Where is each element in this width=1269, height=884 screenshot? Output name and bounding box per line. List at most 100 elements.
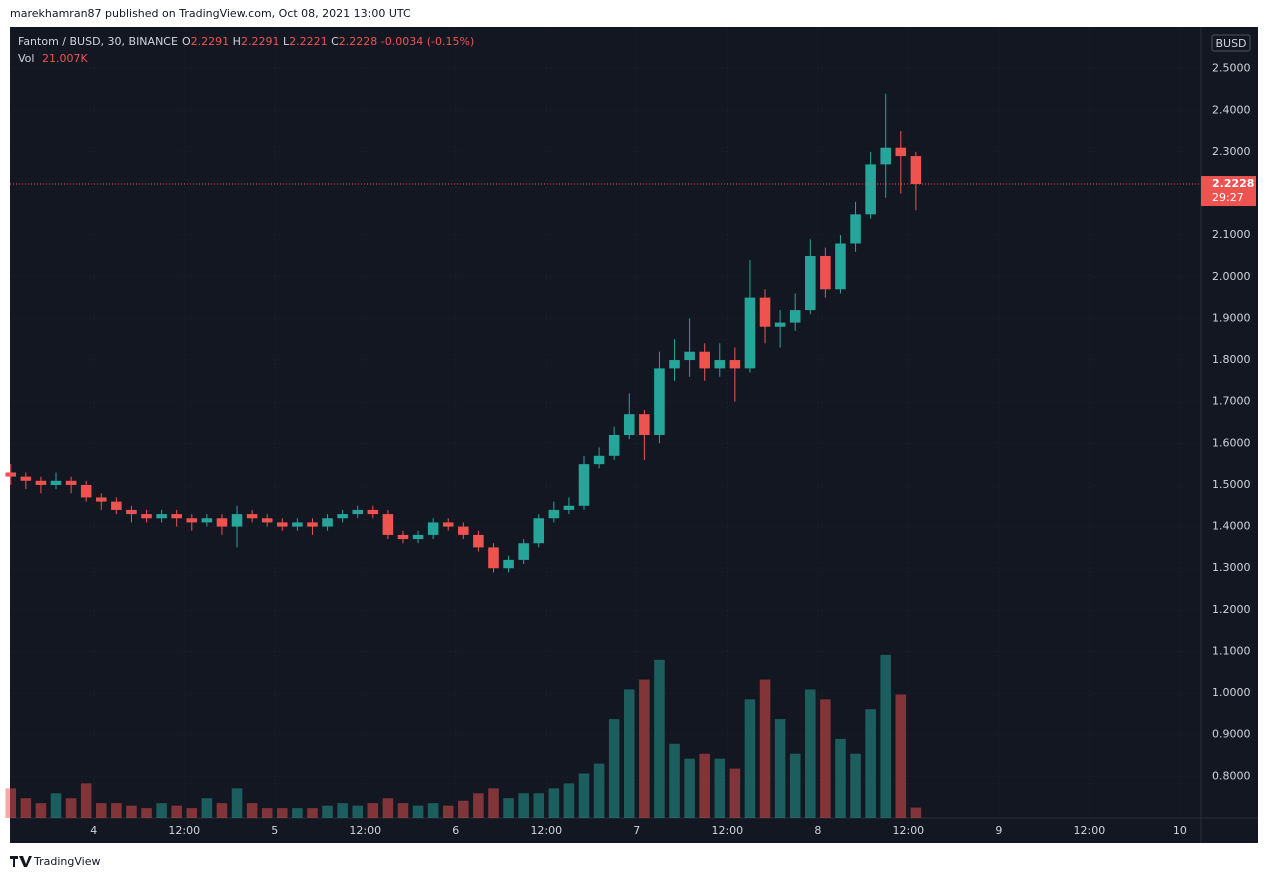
legend-change: -0.0034: [381, 35, 423, 48]
x-tick-label: 12:00: [349, 824, 381, 837]
volume-bar: [473, 793, 484, 818]
y-tick-label: 2.1000: [1212, 228, 1251, 241]
volume-bar: [292, 808, 303, 818]
x-tick-label: 9: [995, 824, 1002, 837]
volume-bar: [774, 719, 786, 818]
y-tick-label: 1.2000: [1212, 603, 1251, 616]
y-tick-label: 2.0000: [1212, 270, 1251, 283]
volume-bar: [367, 803, 379, 818]
candle-body: [50, 480, 62, 485]
volume-bar: [744, 699, 756, 818]
candle-body: [744, 297, 756, 369]
volume-bar: [608, 719, 620, 818]
candle-body: [246, 514, 258, 519]
candle-body: [20, 476, 32, 481]
candle-body: [820, 255, 831, 290]
volume-bar: [880, 654, 891, 818]
candle-body: [201, 518, 213, 523]
candle-body: [533, 518, 545, 544]
volume-value: 21.007K: [42, 52, 88, 65]
x-tick-label: 12:00: [1074, 824, 1106, 837]
volume-bar: [141, 808, 152, 818]
x-tick-label: 12:00: [892, 824, 924, 837]
volume-bar: [337, 803, 348, 818]
ohlc-legend: O2.2291 H2.2291 L2.2221 C2.2228 -0.0034 …: [182, 35, 474, 48]
volume-bar: [216, 803, 228, 818]
candle-body: [774, 322, 786, 327]
volume-bar: [714, 758, 726, 818]
x-tick-label: 4: [90, 824, 97, 837]
y-tick-label: 2.5000: [1212, 62, 1251, 75]
legend-value: 2.2228: [339, 35, 378, 48]
legend-value: 2.2291: [241, 35, 280, 48]
volume-bar: [865, 709, 876, 818]
volume-bar: [65, 798, 77, 818]
y-tick-label: 1.4000: [1212, 520, 1251, 533]
candle-body: [367, 509, 379, 515]
candle-body: [397, 534, 409, 540]
y-tick-label: 1.5000: [1212, 478, 1251, 491]
candle-body: [80, 484, 92, 498]
candle-body: [789, 310, 801, 323]
candle-body: [427, 522, 439, 535]
volume-bar: [789, 753, 801, 818]
candle-body: [352, 509, 364, 515]
brand: TradingView: [33, 855, 100, 868]
candle-body: [548, 509, 560, 519]
candle-body: [337, 514, 348, 519]
volume-bar: [729, 768, 741, 818]
candle-body: [850, 214, 861, 244]
candle-body: [186, 518, 198, 523]
volume-bar: [578, 773, 590, 818]
volume-bar: [427, 803, 439, 818]
x-tick-label: 12:00: [168, 824, 200, 837]
volume-bar: [231, 788, 243, 818]
x-tick-label: 12:00: [711, 824, 743, 837]
y-tick-label: 1.7000: [1212, 395, 1251, 408]
candle-body: [503, 559, 514, 569]
legend-key: O: [182, 35, 191, 48]
candle-body: [578, 464, 590, 506]
brand-logo: [10, 856, 32, 867]
candle-body: [458, 526, 469, 535]
x-tick-label: 12:00: [530, 824, 562, 837]
candle-body: [442, 522, 454, 527]
volume-bar: [382, 798, 394, 818]
candle-body: [473, 534, 484, 548]
volume-bar: [95, 803, 107, 818]
candle-body: [880, 147, 891, 165]
volume-bar: [186, 808, 198, 818]
candle-body: [593, 455, 605, 465]
candle-body: [623, 414, 635, 435]
volume-bar: [126, 805, 137, 818]
volume-bar: [563, 783, 575, 818]
candle-body: [261, 518, 273, 523]
y-tick-label: 0.9000: [1212, 728, 1251, 741]
candle-body: [126, 509, 137, 515]
candle-body: [35, 480, 47, 485]
candle-body: [518, 543, 529, 560]
candle-body: [729, 360, 741, 369]
volume-bar: [397, 803, 409, 818]
candle-body: [669, 360, 680, 369]
y-tick-label: 2.3000: [1212, 145, 1251, 158]
volume-bar: [171, 805, 182, 818]
candle-body: [835, 243, 846, 290]
candle-body: [684, 351, 695, 361]
candle-body: [805, 255, 816, 311]
volume-bar: [699, 753, 710, 818]
candle-body: [563, 505, 575, 510]
y-tick-label: 1.3000: [1212, 561, 1251, 574]
currency-badge: [1211, 34, 1251, 52]
volume-bar: [548, 788, 560, 818]
volume-bar: [201, 798, 213, 818]
volume-bar: [488, 788, 499, 818]
currency: BUSD: [1215, 37, 1246, 50]
volume-bar: [593, 763, 605, 818]
last-price-tag: [1201, 176, 1256, 207]
candle-body: [292, 522, 303, 527]
candle-body: [277, 522, 288, 527]
legend-value: 2.2221: [289, 35, 328, 48]
candle-body: [759, 297, 771, 327]
volume-bar: [5, 788, 17, 818]
